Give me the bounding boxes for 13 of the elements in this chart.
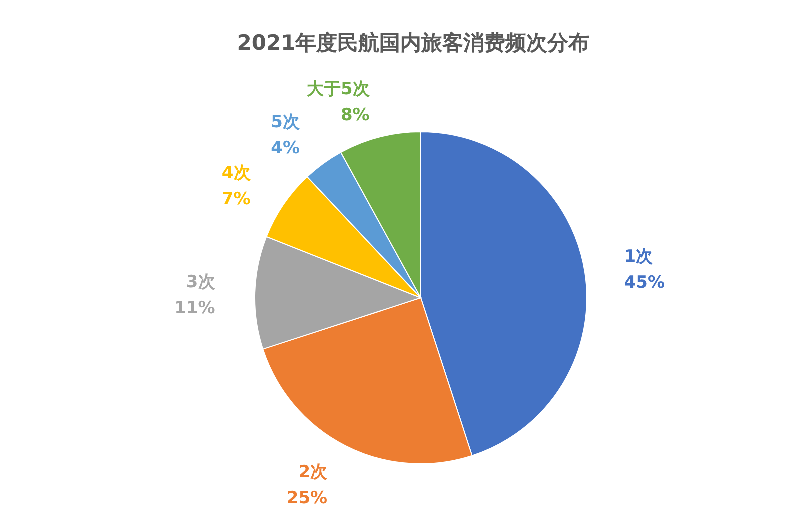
data-label: 4%	[271, 138, 300, 158]
slice-label: 1次	[624, 246, 654, 267]
data-label: 11%	[174, 298, 216, 319]
slice-label: 2次	[298, 462, 329, 482]
data-label: 8%	[340, 106, 370, 126]
slice-label: 3次	[186, 272, 216, 293]
data-label: 25%	[286, 488, 328, 508]
data-label: 45%	[624, 272, 666, 293]
slice-label: 大于5次	[306, 80, 371, 100]
slice-label: 5次	[271, 112, 301, 132]
data-label: 7%	[222, 189, 251, 210]
chart-title: 2021年度民航国内旅客消费频次分布	[237, 31, 590, 55]
slice-label: 4次	[222, 163, 252, 184]
